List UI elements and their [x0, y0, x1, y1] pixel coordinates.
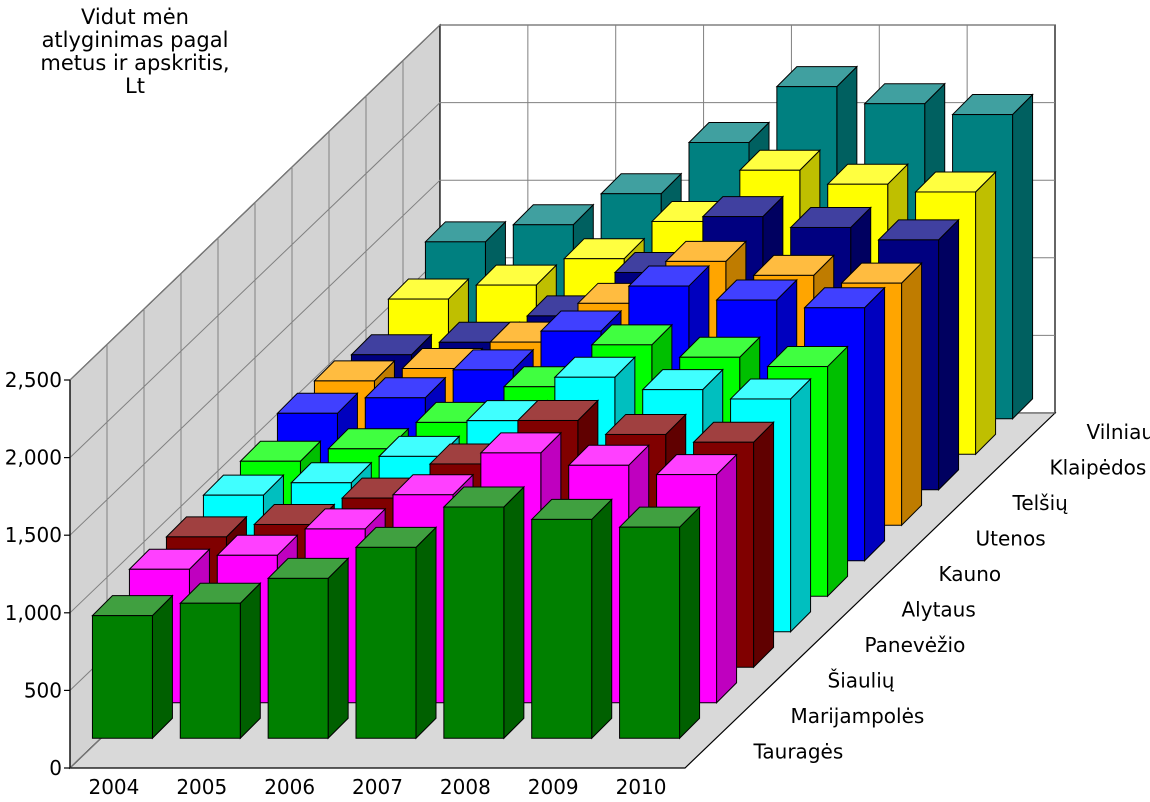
bar [620, 507, 700, 738]
y-tick-label: 1,500 [5, 523, 62, 547]
bar-front [268, 578, 328, 738]
bar-front [532, 519, 592, 738]
bar-front [356, 547, 416, 738]
bar-side [1013, 95, 1033, 419]
x-tick-label: 2006 [264, 775, 315, 798]
bar-side [939, 220, 959, 490]
series-label: Klaipėdos [1050, 455, 1147, 479]
chart-title: Vidut mėn atlyginimas pagal metus ir aps… [0, 6, 270, 98]
series-label: Panevėžio [865, 633, 966, 657]
bar-side [865, 288, 885, 561]
y-axis: 0 500 1,000 1,500 2,000 2,500 [5, 368, 70, 780]
bar [268, 558, 348, 738]
x-tick-label: 2008 [440, 775, 491, 798]
series-label: Šiaulių [828, 668, 895, 692]
y-tick-label: 1,000 [5, 601, 62, 625]
series-label: Kauno [939, 562, 1002, 586]
x-axis: 2004 2005 2006 2007 2008 2009 2010 [88, 775, 666, 798]
series-label: Vilniaus [1087, 420, 1150, 444]
bar-side [240, 583, 260, 738]
series-label: Tauragės [753, 739, 844, 763]
bar-side [504, 487, 524, 738]
bar-side [754, 422, 774, 667]
bar-side [328, 558, 348, 738]
bar [92, 596, 172, 739]
bar-side [717, 455, 737, 703]
bar-front [620, 527, 680, 738]
series-label: Utenos [976, 526, 1046, 550]
x-tick-label: 2009 [528, 775, 579, 798]
y-tick-label: 0 [49, 756, 62, 780]
bar [532, 499, 612, 738]
bar-side [828, 347, 848, 597]
y-tick-label: 2,500 [5, 368, 62, 392]
bar-side [680, 507, 700, 738]
x-tick-label: 2005 [176, 775, 227, 798]
series-label: Marijampolės [791, 704, 925, 728]
bar-front [92, 616, 152, 739]
bar-side [902, 263, 922, 525]
bar-side [791, 379, 811, 632]
bar-side [976, 172, 996, 454]
series-label: Alytaus [902, 597, 976, 621]
x-tick-label: 2010 [616, 775, 667, 798]
bar-front [444, 507, 504, 738]
y-tick-label: 2,000 [5, 446, 62, 470]
bar [444, 487, 524, 738]
bar-side [152, 596, 172, 739]
x-tick-label: 2007 [352, 775, 403, 798]
bar-front [180, 603, 240, 738]
bar [180, 583, 260, 738]
bar-side [592, 499, 612, 738]
x-tick-label: 2004 [88, 775, 139, 798]
y-tick-label: 500 [24, 678, 62, 702]
bar-side [416, 527, 436, 738]
bar [356, 527, 436, 738]
series-label: Telšių [1012, 491, 1069, 515]
